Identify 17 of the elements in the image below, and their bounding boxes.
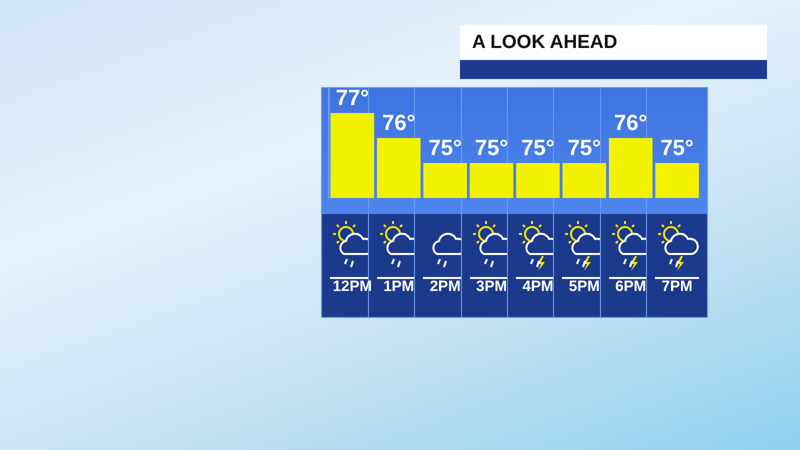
x-tick-label: 1PM <box>383 278 414 296</box>
data-label: 75° <box>660 135 694 160</box>
x-tick-label: 6PM <box>615 278 646 296</box>
data-label: 75° <box>474 135 508 160</box>
data-label: 75° <box>568 135 601 160</box>
x-tick-label: 5PM <box>568 278 600 296</box>
data-label: 75° <box>428 135 462 160</box>
x-tick-label: 3PM <box>476 278 507 296</box>
x-tick-label: 2PM <box>430 278 461 296</box>
x-tick-label: 12PM <box>332 278 372 296</box>
data-label: 76° <box>382 110 416 136</box>
data-label: 76° <box>614 110 648 136</box>
data-label: 77° <box>336 85 369 110</box>
data-label: 75° <box>521 135 555 160</box>
chart-title: A LOOK AHEAD <box>460 25 767 60</box>
x-tick-label: 4PM <box>522 278 554 296</box>
x-tick-label: 7PM <box>662 278 693 296</box>
